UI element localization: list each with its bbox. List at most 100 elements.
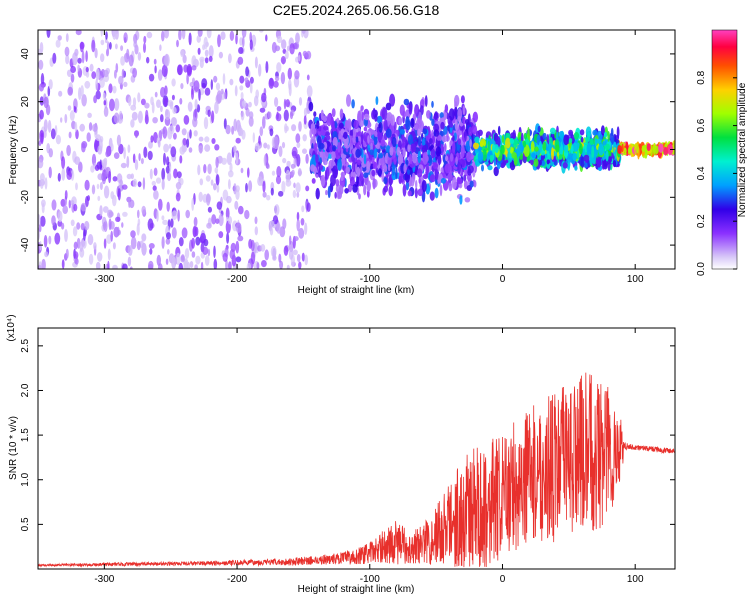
spectrogram-cell <box>303 115 307 125</box>
spectrogram-cell <box>456 176 461 184</box>
spectrogram-cell <box>383 177 388 185</box>
spectrogram-cell <box>167 171 172 182</box>
spectrogram-cell <box>555 144 560 153</box>
spectrogram-cell <box>130 230 136 238</box>
spectrogram-cell <box>140 158 144 165</box>
spectrogram-cell <box>295 32 300 44</box>
spectrogram-cell <box>457 130 463 136</box>
spectrogram-cell <box>454 119 458 131</box>
spectrogram-cell <box>195 236 201 246</box>
spectrogram-cell <box>351 159 356 173</box>
spectrogram-cell <box>239 85 244 91</box>
spectrogram-cell <box>305 153 309 164</box>
spectrogram-cell <box>596 156 601 168</box>
spectrogram-cell <box>641 146 646 153</box>
spectrogram-cell <box>78 161 83 173</box>
spectrogram-cell <box>121 184 128 190</box>
spectrogram-cell <box>407 169 410 175</box>
spectrogram-cell <box>387 164 391 172</box>
spectrogram-cell <box>128 54 134 67</box>
spectrogram-cell <box>347 183 353 193</box>
spectrogram-cell <box>276 166 282 178</box>
spectrogram-cell <box>129 266 133 269</box>
spectrogram-cell <box>134 159 139 171</box>
spectrogram-cell <box>592 129 598 136</box>
x-tick-label: -100 <box>360 274 380 285</box>
spectrogram-cell <box>269 128 274 137</box>
spectrogram-cell <box>295 182 301 194</box>
spectrogram-cell <box>537 125 541 133</box>
spectrogram-cell <box>452 141 456 154</box>
spectrogram-cell <box>371 169 376 177</box>
spectrogram-cell <box>76 222 81 230</box>
spectrogram-cell <box>182 138 187 146</box>
spectrogram-cell <box>432 162 439 170</box>
spectrogram-cell <box>188 147 193 153</box>
spectrogram-cell <box>418 177 421 184</box>
spectrogram-cell <box>369 149 374 156</box>
spectrogram-cell <box>301 30 306 34</box>
spectrogram-cell <box>60 198 66 207</box>
spectrogram-cell <box>95 68 100 81</box>
colorbar-tick-label: 0.0 <box>696 262 707 276</box>
spectrogram-cell <box>610 127 614 137</box>
spectrogram-cell <box>289 111 294 120</box>
spectrogram-cell <box>148 260 154 269</box>
spectrogram-cell <box>395 167 398 180</box>
x-tick-label: 100 <box>627 274 644 285</box>
spectrogram-cell <box>184 248 190 259</box>
spectrogram-cell <box>156 254 161 266</box>
spectrogram-cell <box>103 106 109 117</box>
spectrogram-cell <box>170 218 174 228</box>
spectrogram-cell <box>433 112 438 120</box>
spectrogram-cell <box>108 218 112 231</box>
spectrogram-cell <box>377 129 383 141</box>
spectrogram-cell <box>186 73 189 85</box>
bottom-y-axis-label: SNR (10 * v/v) <box>8 416 19 480</box>
spectrogram-cell <box>166 232 171 240</box>
spectrogram-cell <box>91 39 96 53</box>
spectrogram-cell <box>262 180 266 193</box>
spectrogram-cell <box>161 30 165 42</box>
spectrogram-cell <box>258 63 262 77</box>
spectrogram-cell <box>235 189 240 201</box>
spectrogram-cell <box>602 140 606 147</box>
spectrogram-cell <box>161 178 165 190</box>
spectrogram-cell <box>72 226 78 237</box>
spectrogram-cell <box>141 205 146 215</box>
spectrogram-cell <box>400 129 405 135</box>
spectrogram-cell <box>98 138 103 152</box>
spectrogram-cell <box>292 249 298 256</box>
spectrogram-cell <box>225 124 231 135</box>
spectrogram-cell <box>61 156 66 169</box>
spectrogram-cell <box>193 130 198 137</box>
spectrogram-cell <box>465 140 471 152</box>
spectrogram-cell <box>171 117 178 127</box>
spectrogram-cell <box>197 164 201 176</box>
spectrogram-cell <box>426 110 431 119</box>
spectrogram-cell <box>112 85 117 94</box>
spectrogram-cell <box>43 119 48 132</box>
spectrogram-cell <box>171 78 176 87</box>
spectrogram-cell <box>110 230 113 242</box>
spectrogram-cell <box>183 115 190 125</box>
spectrogram-cell <box>154 65 157 74</box>
spectrogram-cell <box>165 165 170 174</box>
spectrogram-cell <box>158 198 163 211</box>
spectrogram-cell <box>117 188 121 201</box>
spectrogram-cell <box>175 182 182 190</box>
y-tick-label: 0.5 <box>20 517 31 531</box>
spectrogram-cell <box>68 199 72 209</box>
spectrogram-cell <box>570 144 574 155</box>
spectrogram-cell <box>285 50 289 60</box>
spectrogram-cell <box>383 119 388 132</box>
spectrogram-cell <box>146 56 150 64</box>
spectrogram-cell <box>397 153 404 166</box>
spectrogram-cell <box>408 153 413 164</box>
spectrogram-cell <box>375 96 379 106</box>
spectrogram-cell <box>448 108 455 121</box>
colorbar-tick-label: 0.2 <box>696 214 707 228</box>
spectrogram-cell <box>191 55 197 67</box>
snr-frame <box>37 327 676 570</box>
spectrogram-cell <box>568 138 573 143</box>
